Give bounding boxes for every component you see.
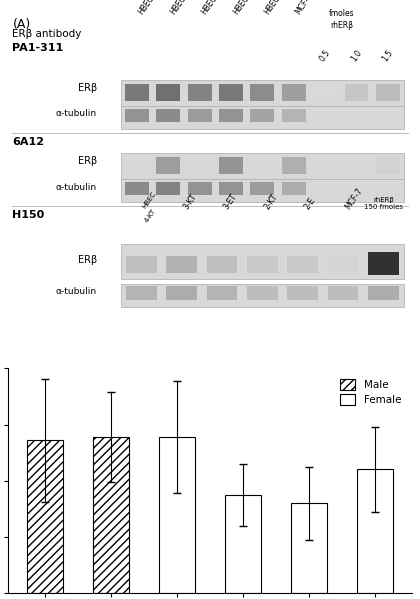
Text: α-tubulin: α-tubulin	[56, 110, 97, 119]
Bar	[121, 283, 404, 307]
Bar	[247, 256, 278, 273]
Bar	[376, 84, 400, 101]
Bar	[207, 256, 237, 273]
Bar	[126, 286, 157, 300]
Text: MCF-7: MCF-7	[343, 187, 364, 211]
Bar	[376, 157, 400, 174]
Bar	[27, 440, 63, 593]
Text: HBEC4-KT: HBEC4-KT	[262, 0, 291, 16]
Text: ERβ: ERβ	[78, 255, 97, 265]
Text: ERβ: ERβ	[78, 156, 97, 166]
Bar	[357, 470, 393, 593]
Bar	[328, 286, 358, 300]
Text: α-tubulin: α-tubulin	[56, 287, 97, 296]
Bar	[291, 503, 327, 593]
Text: 6A12: 6A12	[13, 137, 45, 147]
Bar	[219, 182, 243, 195]
Text: 1.5: 1.5	[381, 48, 395, 63]
Bar	[207, 286, 237, 300]
Bar	[188, 84, 212, 101]
Text: ERβ antibody: ERβ antibody	[13, 29, 82, 38]
Bar	[313, 84, 337, 101]
Text: fmoles
rhERβ: fmoles rhERβ	[328, 10, 354, 29]
Text: α-tubulin: α-tubulin	[56, 183, 97, 192]
Text: 2-KT: 2-KT	[262, 193, 279, 211]
Bar	[121, 106, 404, 129]
Bar	[328, 256, 358, 273]
Bar	[121, 244, 404, 279]
Bar	[166, 286, 197, 300]
Bar	[287, 286, 318, 300]
Bar	[188, 109, 212, 122]
Legend: Male, Female: Male, Female	[334, 374, 407, 410]
Bar	[247, 286, 278, 300]
Text: H150: H150	[13, 210, 45, 220]
Bar	[219, 109, 243, 122]
Bar	[125, 109, 149, 122]
Bar	[159, 437, 195, 593]
Bar	[126, 256, 157, 273]
Bar	[125, 182, 149, 195]
Bar	[368, 252, 399, 275]
Text: (A): (A)	[13, 18, 31, 31]
Text: HBEC3-ET: HBEC3-ET	[200, 0, 229, 16]
Bar	[121, 179, 404, 202]
Bar	[121, 80, 404, 107]
Bar	[156, 84, 180, 101]
Bar	[282, 84, 306, 101]
Text: 3-ET: 3-ET	[222, 192, 239, 211]
Bar	[156, 157, 180, 174]
Bar	[219, 84, 243, 101]
Bar	[250, 109, 274, 122]
Text: HBEC: HBEC	[142, 190, 158, 210]
Bar	[282, 109, 306, 122]
Bar	[121, 153, 404, 180]
Text: 0.5: 0.5	[318, 48, 332, 63]
Bar	[282, 157, 306, 174]
Text: 3-KT: 3-KT	[182, 193, 199, 211]
Bar	[156, 182, 180, 195]
Bar	[250, 182, 274, 195]
Text: HBEC3-KT: HBEC3-KT	[231, 0, 260, 16]
Text: PA1-311: PA1-311	[13, 43, 64, 53]
Bar	[250, 84, 274, 101]
Text: HBEC2-KT: HBEC2-KT	[168, 0, 197, 16]
Text: ERβ: ERβ	[78, 83, 97, 93]
Bar	[219, 157, 243, 174]
Text: HBEC2-E: HBEC2-E	[137, 0, 163, 16]
Bar	[166, 256, 197, 273]
Text: MCF-7: MCF-7	[294, 0, 315, 16]
Bar	[287, 256, 318, 273]
Bar	[93, 437, 129, 593]
Text: 4-KT: 4-KT	[144, 208, 157, 223]
Bar	[344, 84, 368, 101]
Bar	[368, 286, 399, 300]
Bar	[282, 182, 306, 195]
Bar	[188, 182, 212, 195]
Bar	[156, 109, 180, 122]
Bar	[125, 84, 149, 101]
Text: 1.0: 1.0	[349, 48, 364, 63]
Text: 2-E: 2-E	[303, 196, 317, 211]
Bar	[225, 495, 261, 593]
Text: rhERβ
150 fmoles: rhERβ 150 fmoles	[364, 196, 403, 210]
